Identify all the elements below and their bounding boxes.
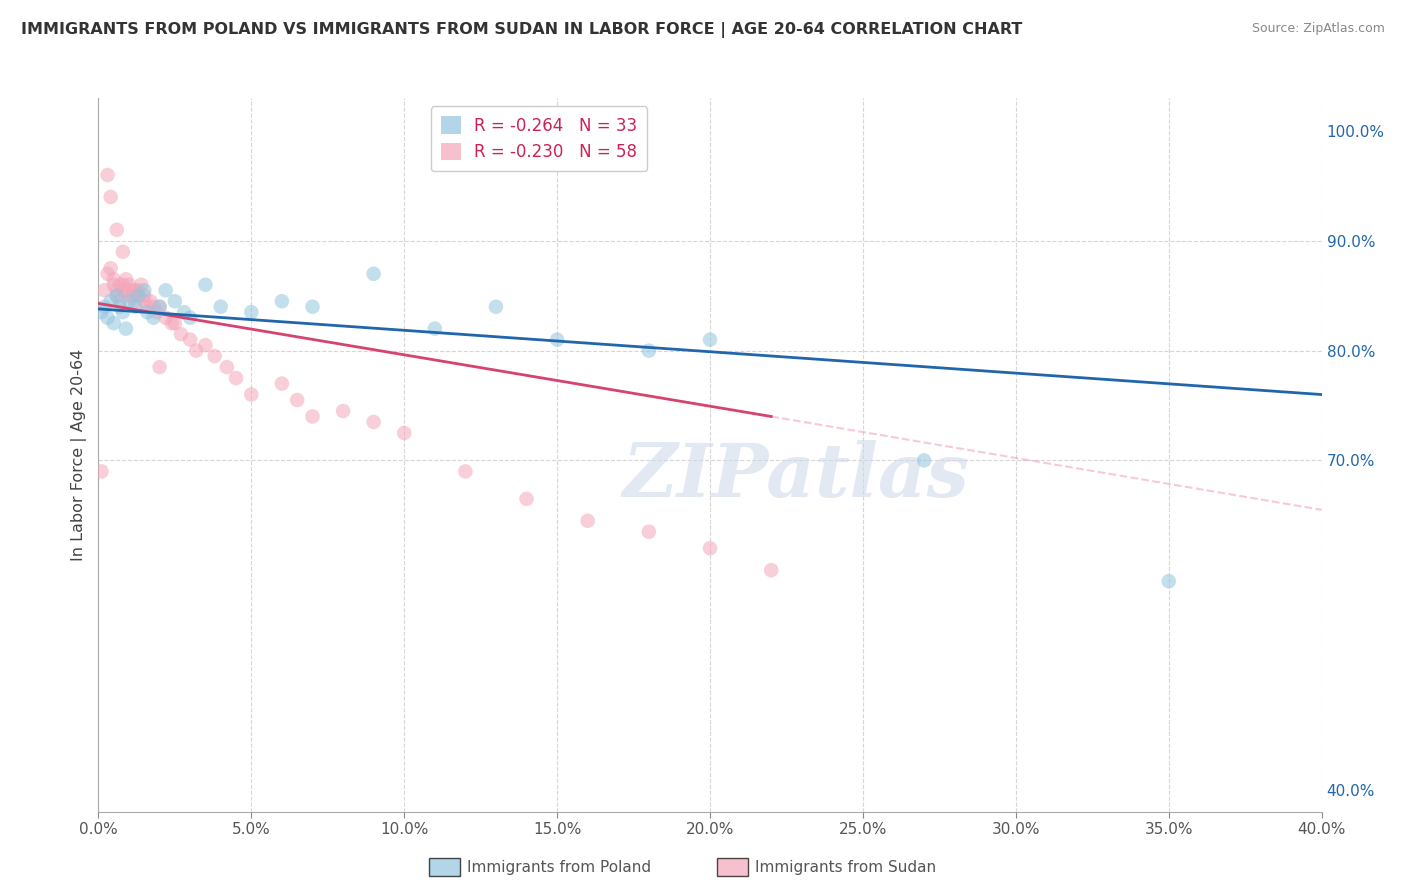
Point bbox=[204, 349, 226, 363]
Point bbox=[759, 563, 782, 577]
Text: ZIPatlas: ZIPatlas bbox=[623, 440, 969, 513]
Point bbox=[93, 283, 115, 297]
Point bbox=[111, 305, 134, 319]
Point bbox=[699, 541, 721, 556]
Y-axis label: In Labor Force | Age 20-64: In Labor Force | Age 20-64 bbox=[72, 349, 87, 561]
Point bbox=[912, 453, 935, 467]
Legend: R = -0.264   N = 33, R = -0.230   N = 58: R = -0.264 N = 33, R = -0.230 N = 58 bbox=[430, 106, 647, 171]
Point bbox=[100, 190, 122, 204]
Point bbox=[546, 333, 568, 347]
Point bbox=[163, 316, 186, 330]
Point bbox=[118, 294, 141, 309]
Point bbox=[129, 277, 152, 292]
Point bbox=[134, 283, 156, 297]
Point bbox=[160, 316, 183, 330]
Point bbox=[139, 294, 162, 309]
Point bbox=[111, 283, 134, 297]
Point bbox=[485, 300, 508, 314]
Point bbox=[108, 277, 131, 292]
Point bbox=[105, 223, 128, 237]
Point bbox=[111, 277, 134, 292]
Point bbox=[121, 289, 143, 303]
Text: Immigrants from Poland: Immigrants from Poland bbox=[467, 861, 651, 875]
Point bbox=[637, 343, 661, 358]
Point bbox=[115, 272, 138, 286]
Point bbox=[142, 310, 165, 325]
Point bbox=[134, 289, 156, 303]
Point bbox=[124, 283, 146, 297]
Point bbox=[90, 464, 112, 478]
Point bbox=[115, 283, 138, 297]
Point bbox=[136, 300, 159, 314]
Point bbox=[209, 300, 232, 314]
Point bbox=[363, 267, 385, 281]
Point bbox=[121, 283, 143, 297]
Point bbox=[108, 300, 131, 314]
Point bbox=[145, 305, 167, 319]
Point bbox=[111, 244, 134, 259]
Point bbox=[100, 294, 122, 309]
Point bbox=[454, 464, 477, 478]
Point bbox=[97, 168, 120, 182]
Point bbox=[301, 409, 323, 424]
Point bbox=[105, 289, 128, 303]
Point bbox=[149, 360, 172, 375]
Point bbox=[142, 300, 165, 314]
Point bbox=[179, 333, 201, 347]
Point bbox=[103, 272, 125, 286]
Point bbox=[127, 289, 149, 303]
Point bbox=[392, 425, 416, 440]
Point bbox=[97, 310, 120, 325]
Point bbox=[100, 261, 122, 276]
Point bbox=[105, 283, 128, 297]
Point bbox=[186, 343, 208, 358]
Point bbox=[173, 305, 195, 319]
Point bbox=[363, 415, 385, 429]
Text: Immigrants from Sudan: Immigrants from Sudan bbox=[755, 861, 936, 875]
Point bbox=[118, 289, 141, 303]
Point bbox=[90, 305, 112, 319]
Point bbox=[301, 300, 323, 314]
Point bbox=[149, 300, 172, 314]
Point bbox=[124, 300, 146, 314]
Point bbox=[270, 294, 292, 309]
Point bbox=[155, 283, 177, 297]
Point bbox=[285, 392, 308, 407]
Point bbox=[170, 327, 193, 342]
Point bbox=[240, 305, 263, 319]
Point bbox=[103, 277, 125, 292]
Text: IMMIGRANTS FROM POLAND VS IMMIGRANTS FROM SUDAN IN LABOR FORCE | AGE 20-64 CORRE: IMMIGRANTS FROM POLAND VS IMMIGRANTS FRO… bbox=[21, 22, 1022, 38]
Point bbox=[136, 305, 159, 319]
Point bbox=[215, 360, 238, 375]
Point bbox=[124, 294, 146, 309]
Point bbox=[240, 387, 263, 401]
Point bbox=[118, 277, 141, 292]
Point bbox=[105, 289, 128, 303]
Point bbox=[194, 338, 217, 352]
Point bbox=[270, 376, 292, 391]
Point bbox=[194, 277, 217, 292]
Point bbox=[576, 514, 599, 528]
Point bbox=[149, 300, 172, 314]
Point bbox=[516, 491, 538, 506]
Point bbox=[699, 333, 721, 347]
Text: Source: ZipAtlas.com: Source: ZipAtlas.com bbox=[1251, 22, 1385, 36]
Point bbox=[1157, 574, 1180, 589]
Point bbox=[163, 294, 186, 309]
Point bbox=[332, 404, 354, 418]
Point bbox=[97, 267, 120, 281]
Point bbox=[93, 300, 115, 314]
Point bbox=[127, 283, 149, 297]
Point bbox=[103, 316, 125, 330]
Point bbox=[423, 321, 446, 335]
Point bbox=[225, 371, 247, 385]
Point bbox=[155, 310, 177, 325]
Point bbox=[127, 289, 149, 303]
Point bbox=[637, 524, 661, 539]
Point bbox=[179, 310, 201, 325]
Point bbox=[115, 321, 138, 335]
Point bbox=[108, 294, 131, 309]
Point bbox=[134, 294, 156, 309]
